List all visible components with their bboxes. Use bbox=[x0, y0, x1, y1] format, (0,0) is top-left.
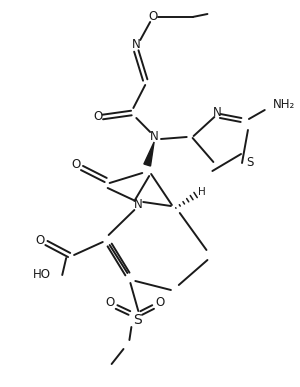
Text: O: O bbox=[71, 159, 81, 171]
Text: N: N bbox=[132, 38, 141, 51]
Text: O: O bbox=[105, 296, 114, 308]
Text: NH₂: NH₂ bbox=[273, 99, 295, 111]
Text: O: O bbox=[93, 111, 102, 123]
Text: S: S bbox=[133, 313, 142, 327]
Text: H: H bbox=[198, 187, 206, 197]
Text: N: N bbox=[213, 106, 222, 118]
Text: O: O bbox=[35, 233, 44, 247]
Text: O: O bbox=[155, 296, 165, 308]
Text: N: N bbox=[150, 130, 158, 144]
Text: N: N bbox=[134, 199, 143, 212]
Text: O: O bbox=[148, 10, 158, 24]
Text: S: S bbox=[246, 156, 254, 168]
Polygon shape bbox=[144, 142, 154, 166]
Text: HO: HO bbox=[33, 269, 51, 281]
